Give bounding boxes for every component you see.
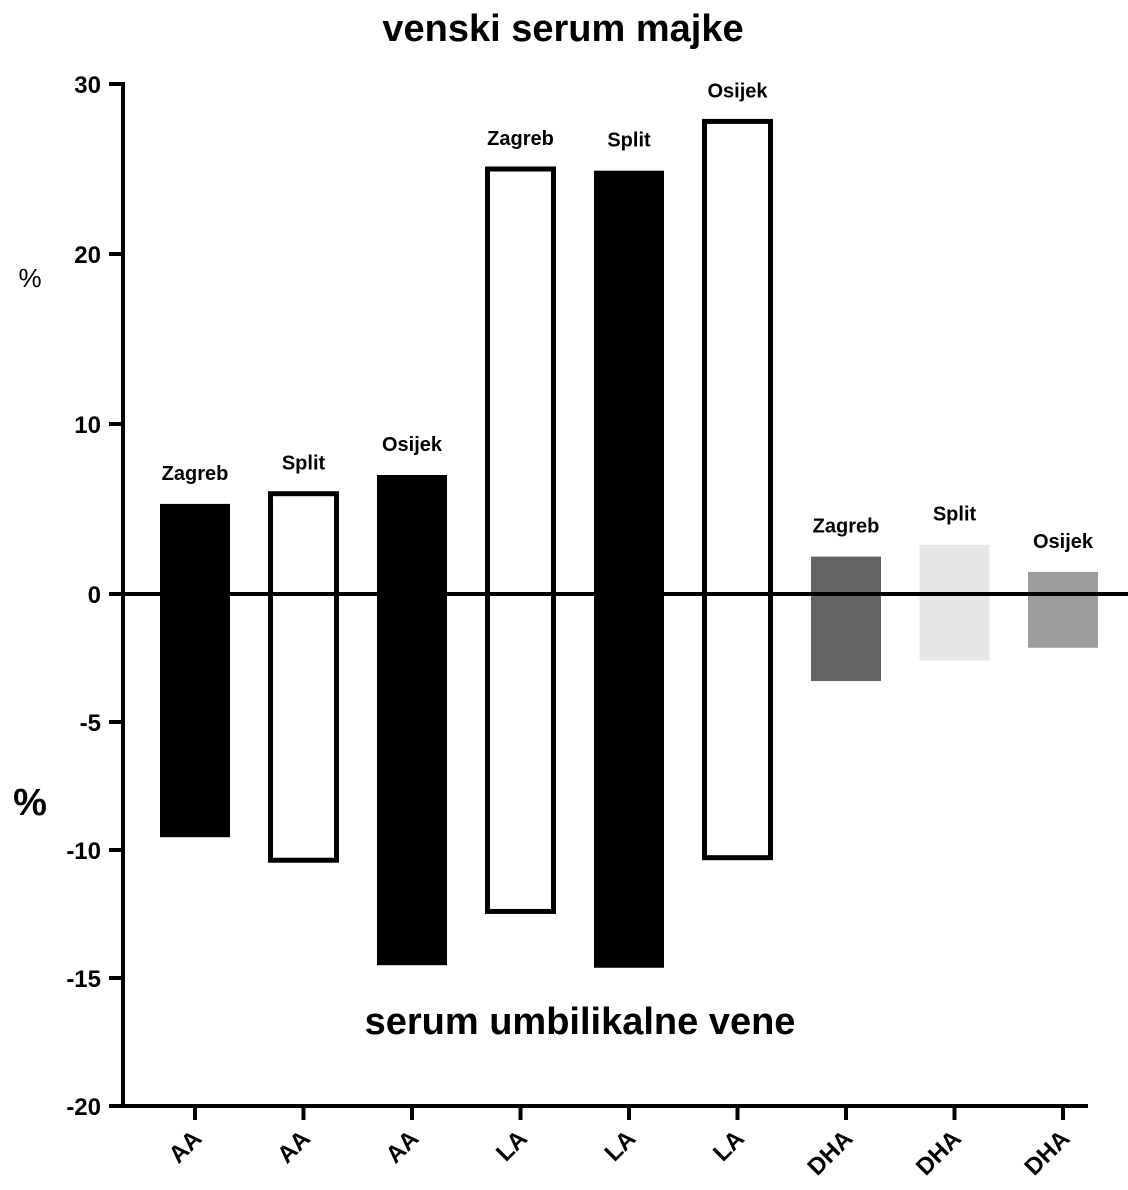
y-tick-label: -15 xyxy=(66,966,101,993)
bar-la-zagreb xyxy=(485,166,556,914)
y-axis-label-upper: % xyxy=(18,263,41,293)
chart-title: venski serum majke xyxy=(382,8,743,50)
y-tick-label: 20 xyxy=(74,242,101,269)
data-label-split: Split xyxy=(607,130,651,152)
x-tick-label: AA xyxy=(272,1125,316,1169)
x-tick-label: AA xyxy=(381,1125,425,1169)
x-tick-label: LA xyxy=(491,1125,533,1167)
y-tick-label: 30 xyxy=(74,72,101,99)
x-tick-label: DHA xyxy=(911,1125,967,1181)
y-tick-label: -20 xyxy=(66,1094,101,1121)
x-tick-label: LA xyxy=(600,1125,642,1167)
y-axis-label-lower: % xyxy=(13,782,47,824)
bar-dha-split xyxy=(919,544,990,661)
data-label-osijek: Osijek xyxy=(382,434,443,456)
x-tick-label: AA xyxy=(164,1125,208,1169)
y-tick-label: -5 xyxy=(80,710,101,737)
bars-layer xyxy=(160,118,1098,968)
data-label-osijek: Osijek xyxy=(1033,531,1094,553)
data-label-zagreb: Zagreb xyxy=(487,128,554,150)
bar-dha-zagreb xyxy=(811,556,881,682)
y-tick-label: 10 xyxy=(74,412,101,439)
bar-aa-split xyxy=(268,491,339,863)
chart-subtitle: serum umbilikalne vene xyxy=(365,1001,796,1043)
x-tick-label: DHA xyxy=(802,1125,858,1181)
bar-la-split xyxy=(594,170,664,968)
x-tick-label: DHA xyxy=(1019,1125,1075,1181)
bar-aa-zagreb xyxy=(160,503,230,838)
x-tick-label: LA xyxy=(708,1125,750,1167)
bar-la-osijek xyxy=(702,118,773,861)
data-label-split: Split xyxy=(933,504,977,526)
data-label-zagreb: Zagreb xyxy=(162,463,229,485)
data-label-split: Split xyxy=(282,453,326,475)
data-label-osijek: Osijek xyxy=(707,80,768,102)
y-tick-label: -10 xyxy=(66,838,101,865)
data-label-zagreb: Zagreb xyxy=(813,516,880,538)
bar-aa-osijek xyxy=(377,475,447,966)
ticks-layer xyxy=(109,82,1065,1120)
y-tick-label: 0 xyxy=(88,582,101,609)
bar-dha-osijek xyxy=(1028,571,1098,648)
